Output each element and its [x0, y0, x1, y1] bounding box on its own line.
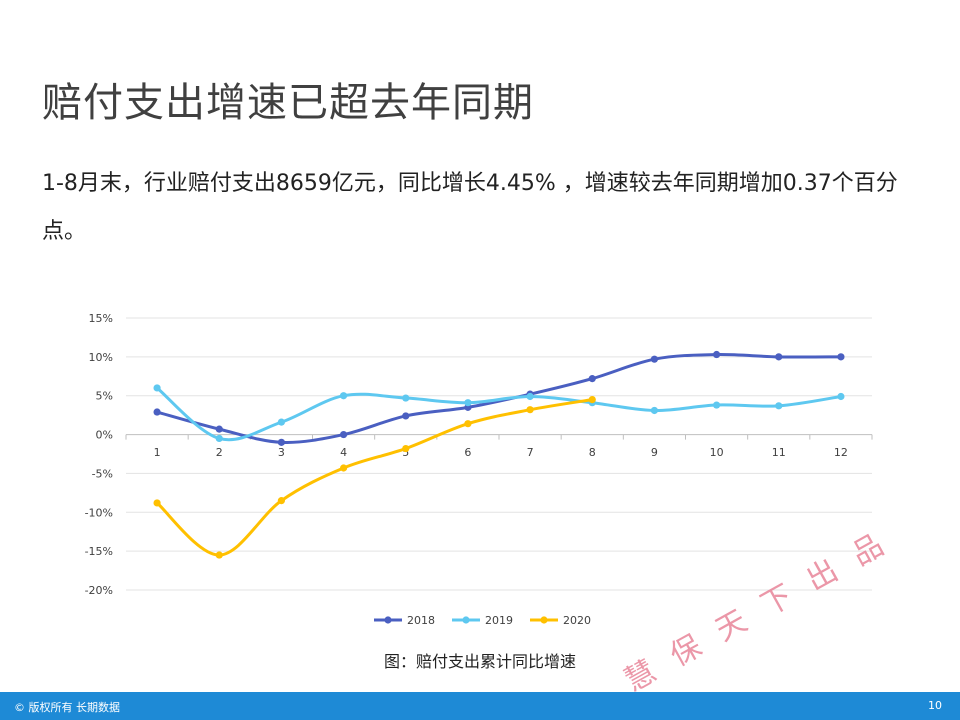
- legend-label-2020: 2020: [563, 614, 591, 627]
- y-tick-label: -10%: [85, 506, 113, 519]
- body-text: 1-8月末，行业赔付支出8659亿元，同比增长4.45% ，增速较去年同期增加0…: [42, 171, 898, 244]
- data-point-2020: [339, 464, 348, 472]
- data-point-2019: [277, 418, 286, 426]
- data-point-2018: [650, 355, 659, 363]
- y-tick-label: -5%: [92, 467, 113, 480]
- footer-bar: © 版权所有 长期数据 10: [0, 692, 960, 720]
- data-point-2018: [775, 353, 783, 361]
- data-point-2019: [526, 392, 534, 401]
- page-number: 10: [928, 699, 942, 712]
- data-point-2019: [650, 406, 659, 415]
- legend-label-2018: 2018: [407, 614, 435, 627]
- x-tick-label: 1: [154, 446, 161, 459]
- data-point-2018: [402, 412, 410, 420]
- legend-marker-2020: [540, 616, 548, 624]
- y-tick-label: 15%: [89, 312, 113, 325]
- data-point-2019: [464, 399, 472, 407]
- x-axis-ticks: 1 2 3 4 5 6 7 8 9 10 11 12: [125, 434, 873, 459]
- data-point-2020: [464, 420, 472, 428]
- footer-copyright: © 版权所有 长期数据: [14, 701, 120, 714]
- data-point-2018: [712, 350, 721, 359]
- data-point-2020: [277, 497, 286, 505]
- data-point-2018: [153, 408, 161, 416]
- data-point-2019: [339, 392, 348, 400]
- x-tick-label: 10: [710, 446, 724, 459]
- data-point-2018: [588, 375, 596, 383]
- y-tick-label: -15%: [85, 545, 113, 558]
- data-point-2020: [588, 396, 596, 404]
- x-tick-label: 5: [402, 446, 409, 459]
- x-tick-label: 6: [464, 446, 471, 459]
- data-point-2020: [526, 406, 534, 414]
- x-tick-label: 9: [651, 446, 658, 459]
- data-point-2018: [215, 425, 223, 433]
- y-axis-ticks: 15% 10% 5% 0% -5% -10% -15% -20%: [85, 312, 113, 597]
- x-tick-label: 12: [834, 446, 848, 459]
- data-point-2020: [215, 551, 223, 559]
- chart-series: [153, 350, 845, 559]
- chart-caption: 图：赔付支出累计同比增速: [383, 652, 576, 671]
- data-point-2019: [153, 384, 161, 392]
- data-point-2019: [402, 394, 410, 402]
- legend-marker-2019: [462, 616, 470, 624]
- page-title: 赔付支出增速已超去年同期: [42, 80, 534, 126]
- data-point-2019: [712, 401, 721, 409]
- data-point-2020: [153, 499, 161, 507]
- y-tick-label: -20%: [85, 584, 113, 597]
- legend-label-2019: 2019: [485, 614, 513, 627]
- data-point-2019: [215, 434, 223, 443]
- chart-legend: 2018 2019 2020: [374, 614, 591, 627]
- data-point-2020: [402, 444, 410, 453]
- y-tick-label: 10%: [89, 351, 113, 364]
- data-point-2018: [837, 353, 845, 361]
- y-tick-label: 5%: [96, 390, 113, 403]
- chart-gridlines: [126, 317, 872, 591]
- data-point-2019: [775, 402, 783, 410]
- x-tick-label: 2: [216, 446, 223, 459]
- x-tick-label: 11: [772, 446, 786, 459]
- x-tick-label: 7: [527, 446, 534, 459]
- legend-marker-2018: [384, 616, 392, 624]
- series-line-2020: [156, 398, 593, 557]
- data-point-2018: [339, 430, 348, 439]
- data-point-2018: [277, 438, 286, 446]
- x-tick-label: 4: [340, 446, 347, 459]
- data-point-2019: [837, 392, 845, 401]
- y-tick-label: 0%: [96, 429, 113, 442]
- x-tick-label: 3: [278, 446, 285, 459]
- x-tick-label: 8: [589, 446, 596, 459]
